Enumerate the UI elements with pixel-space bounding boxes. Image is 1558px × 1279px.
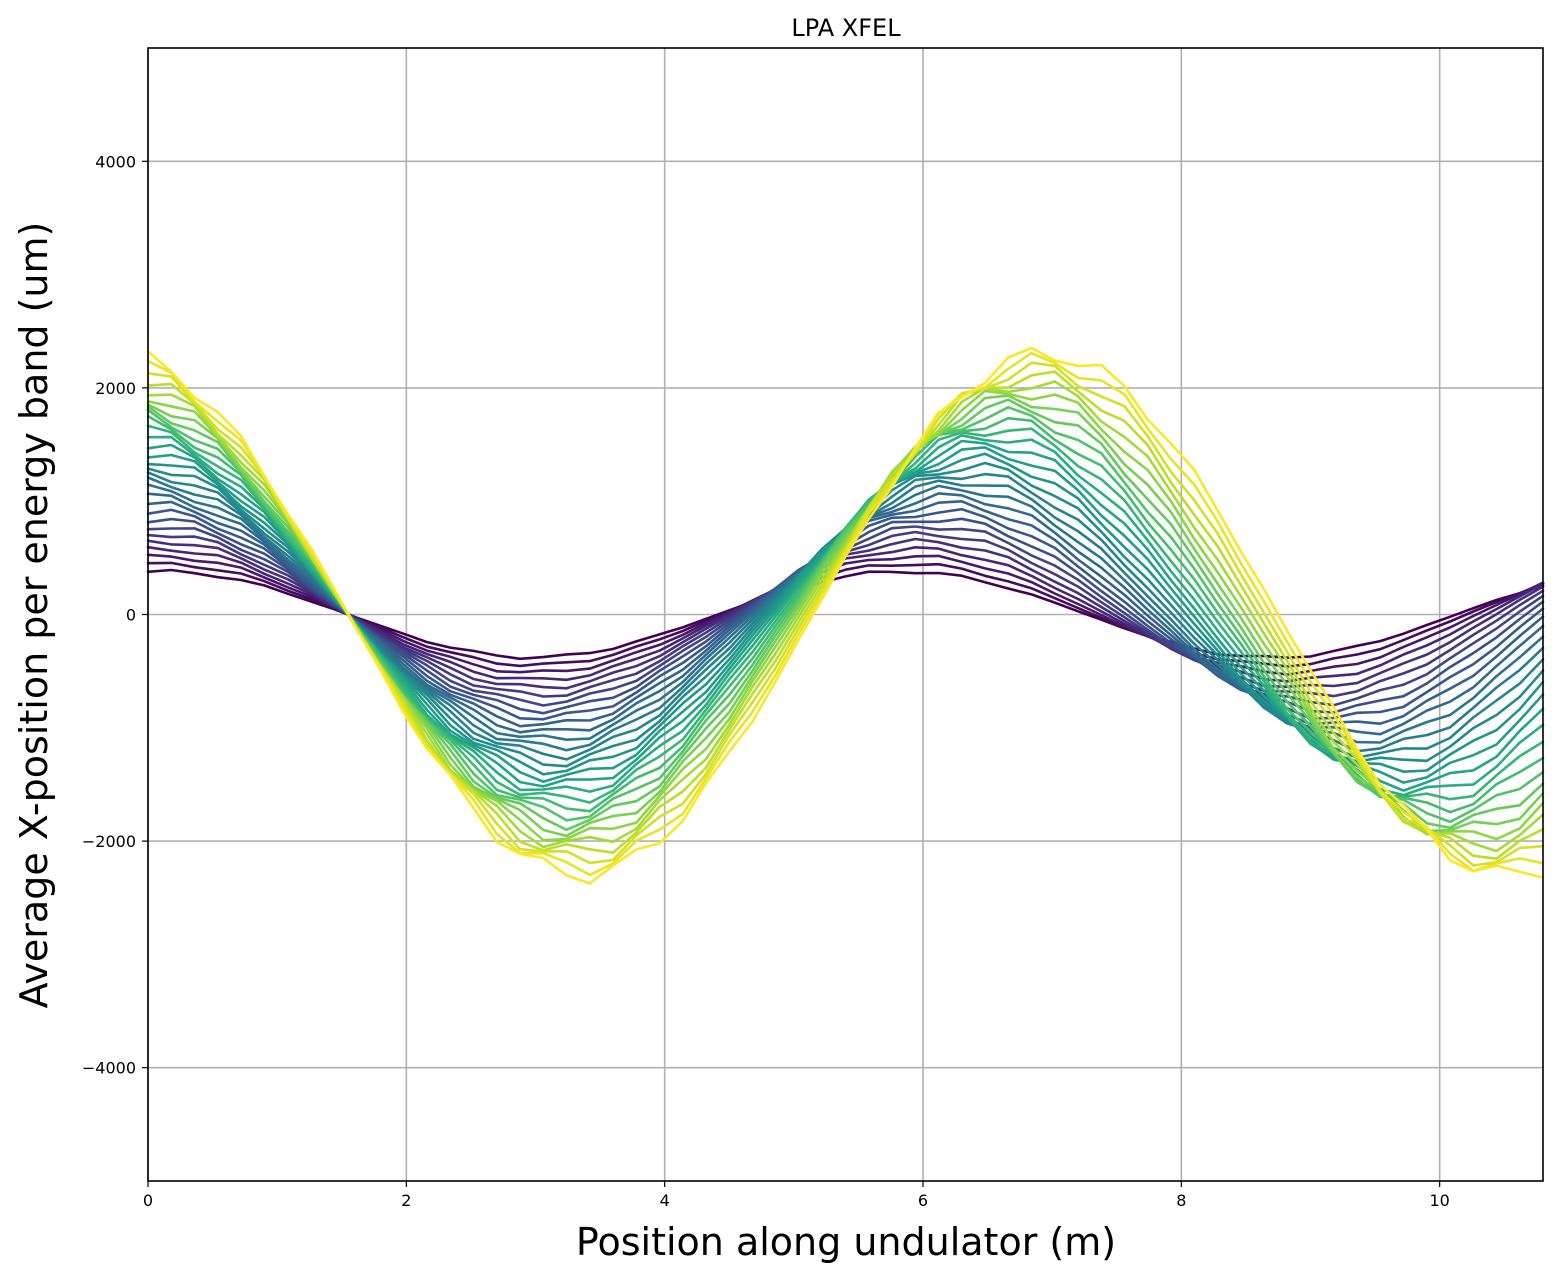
- series-lines: [146, 346, 1545, 885]
- y-axis-label: Average X-position per energy band (um): [12, 222, 56, 1009]
- energy-band-line: [146, 483, 1545, 744]
- x-axis-label: Position along undulator (m): [576, 1220, 1116, 1264]
- y-tick-label: −4000: [82, 1059, 136, 1078]
- y-tick-label: 0: [126, 606, 136, 625]
- energy-band-line: [146, 346, 1545, 885]
- energy-band-line: [146, 389, 1545, 842]
- y-tick-label: 2000: [95, 379, 136, 398]
- energy-band-line: [146, 415, 1545, 814]
- grid-lines: [147, 48, 1543, 1181]
- x-tick-label: 4: [660, 1191, 670, 1210]
- x-tick-label: 10: [1429, 1191, 1449, 1210]
- x-tick-label: 6: [918, 1191, 928, 1210]
- chart-title: LPA XFEL: [791, 14, 901, 42]
- energy-band-line: [146, 406, 1545, 824]
- y-tick-label: −2000: [82, 832, 136, 851]
- y-tick-label: 4000: [95, 152, 136, 171]
- axis-ticks: 0 2 4 6 8 10 −4000 −2000 0 2000 4000: [82, 152, 1450, 1210]
- energy-band-line: [146, 380, 1545, 853]
- x-tick-label: 2: [401, 1191, 411, 1210]
- x-tick-label: 0: [143, 1191, 153, 1210]
- energy-band-line: [146, 561, 1545, 668]
- energy-band-line: [146, 394, 1545, 838]
- energy-band-line: [146, 568, 1545, 661]
- energy-band-line: [146, 439, 1545, 792]
- x-tick-label: 8: [1176, 1191, 1186, 1210]
